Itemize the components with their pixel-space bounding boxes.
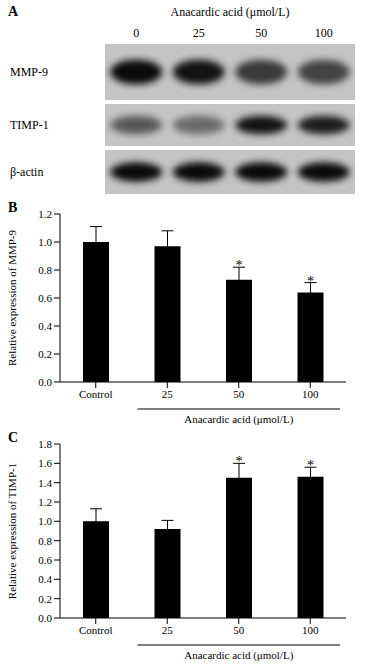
svg-text:0.8: 0.8 xyxy=(38,264,52,276)
svg-text:0.4: 0.4 xyxy=(38,573,52,585)
svg-text:*: * xyxy=(307,458,314,473)
svg-text:Anacardic acid (μmol/L): Anacardic acid (μmol/L) xyxy=(184,649,293,662)
svg-text:1.2: 1.2 xyxy=(38,496,52,508)
svg-text:Relative expression of MMP-9: Relative expression of MMP-9 xyxy=(6,230,18,366)
svg-text:*: * xyxy=(236,258,243,273)
svg-text:100: 100 xyxy=(302,388,319,400)
svg-text:0: 0 xyxy=(133,26,139,40)
svg-text:1.0: 1.0 xyxy=(38,515,52,527)
svg-text:1.2: 1.2 xyxy=(38,208,52,220)
svg-text:100: 100 xyxy=(302,624,319,636)
svg-text:0.6: 0.6 xyxy=(38,554,52,566)
svg-text:*: * xyxy=(307,274,314,289)
svg-text:100: 100 xyxy=(315,26,333,40)
svg-text:50: 50 xyxy=(233,388,245,400)
svg-text:1.0: 1.0 xyxy=(38,236,52,248)
svg-text:B: B xyxy=(8,200,17,215)
svg-text:β-actin: β-actin xyxy=(10,165,43,179)
svg-text:50: 50 xyxy=(255,26,267,40)
svg-text:Anacardic acid (μmol/L): Anacardic acid (μmol/L) xyxy=(184,413,293,426)
svg-text:Relative expression of TIMP-1: Relative expression of TIMP-1 xyxy=(6,463,18,599)
svg-text:1.6: 1.6 xyxy=(38,457,52,469)
svg-text:0.2: 0.2 xyxy=(38,348,52,360)
svg-text:25: 25 xyxy=(162,624,174,636)
svg-text:0.2: 0.2 xyxy=(38,593,52,605)
svg-text:TIMP-1: TIMP-1 xyxy=(10,118,49,132)
svg-text:Control: Control xyxy=(79,388,113,400)
svg-text:0.4: 0.4 xyxy=(38,320,52,332)
svg-text:0.6: 0.6 xyxy=(38,292,52,304)
svg-text:C: C xyxy=(8,430,18,445)
svg-text:0.8: 0.8 xyxy=(38,535,52,547)
svg-text:25: 25 xyxy=(193,26,205,40)
svg-text:MMP-9: MMP-9 xyxy=(10,65,48,79)
svg-text:Control: Control xyxy=(79,624,113,636)
svg-text:0.0: 0.0 xyxy=(38,612,52,624)
svg-text:50: 50 xyxy=(233,624,245,636)
svg-text:A: A xyxy=(8,4,19,19)
svg-text:1.8: 1.8 xyxy=(38,438,52,450)
svg-text:Anacardic acid (μmol/L): Anacardic acid (μmol/L) xyxy=(170,5,289,19)
svg-text:25: 25 xyxy=(162,388,174,400)
svg-text:*: * xyxy=(236,454,243,469)
svg-text:0.0: 0.0 xyxy=(38,376,52,388)
svg-text:1.4: 1.4 xyxy=(38,477,52,489)
